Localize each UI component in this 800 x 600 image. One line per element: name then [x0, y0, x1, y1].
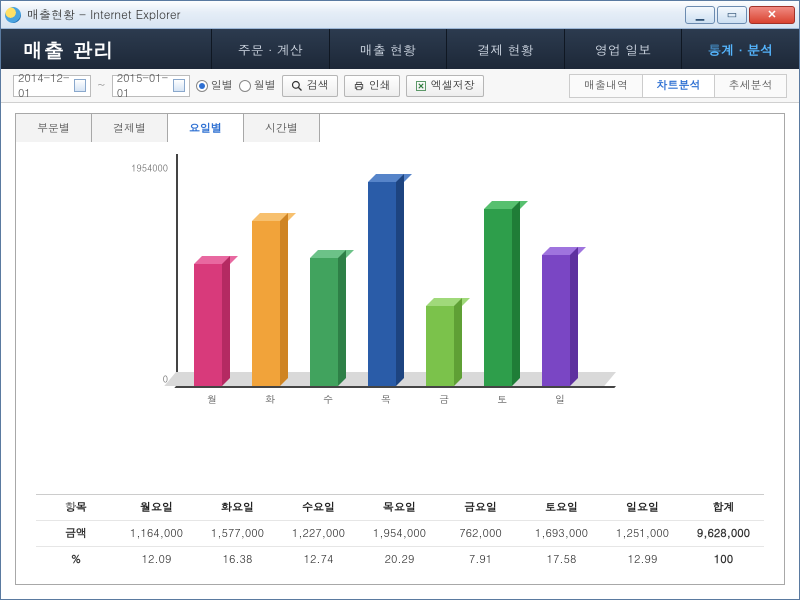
chart-bar [426, 306, 454, 386]
nav-item-stats[interactable]: 통계 · 분석 [681, 29, 799, 69]
x-tick-label: 수 [314, 392, 342, 406]
chart-y-axis-labels: 1954000 0 [118, 154, 168, 386]
window-minimize-button[interactable] [685, 6, 715, 24]
panel-inner: 1954000 0 월 화 수 목 금 토 일 항목 월요일 화요일 수요일 목요일 금요일… [16, 142, 784, 584]
date-to-input[interactable]: 2015-01-01 [112, 75, 190, 97]
ie-icon [5, 7, 21, 23]
weekday-bar-chart: 1954000 0 월화수목금토일 [176, 154, 606, 414]
percent-cell: 16.38 [197, 552, 278, 567]
table-amount-row: 금액 1,164,000 1,577,000 1,227,000 1,954,0… [36, 520, 764, 546]
search-button[interactable]: 검색 [282, 75, 338, 97]
percent-cell: 12.09 [116, 552, 197, 567]
toolbar: 2014-12-01 ~ 2015-01-01 일별 월별 검색 인쇄 엑셀저장 [1, 69, 799, 103]
titlebar: 매출현황 - Internet Explorer [1, 1, 799, 29]
date-from-value: 2014-12-01 [18, 71, 74, 101]
y-tick-label: 1954000 [131, 162, 168, 175]
window-maximize-button[interactable] [717, 6, 747, 24]
nav-item-daily[interactable]: 영업 일보 [564, 29, 682, 69]
col-header: 수요일 [278, 500, 359, 515]
window-title: 매출현황 - Internet Explorer [27, 6, 180, 23]
chart-bar [484, 209, 512, 386]
percent-total-cell: 100 [683, 552, 764, 567]
excel-button-label: 엑셀저장 [431, 78, 475, 93]
radio-daily[interactable]: 일별 [196, 78, 233, 93]
x-tick-label: 금 [430, 392, 458, 406]
radio-monthly[interactable]: 월별 [239, 78, 276, 93]
chart-bar [542, 255, 570, 386]
radio-monthly-label: 월별 [254, 78, 276, 93]
excel-button[interactable]: 엑셀저장 [406, 75, 484, 97]
excel-icon [415, 80, 427, 92]
percent-cell: 17.58 [521, 552, 602, 567]
x-tick-label: 화 [256, 392, 284, 406]
radio-daily-label: 일별 [211, 78, 233, 93]
amount-cell: 1,227,000 [278, 526, 359, 541]
subtab-history[interactable]: 매출내역 [570, 75, 642, 97]
cattab-payment[interactable]: 결제별 [91, 113, 168, 142]
nav-item-payment[interactable]: 결제 현황 [446, 29, 564, 69]
calendar-icon [74, 79, 86, 92]
chart-bar [368, 182, 396, 386]
subtab-trend[interactable]: 추세분석 [714, 75, 786, 97]
subtab-chart[interactable]: 차트분석 [642, 75, 714, 97]
content-panel: 부문별 결제별 요일별 시간별 1954000 0 월 화 수 목 금 토 일 항목 [15, 113, 785, 585]
percent-cell: 7.91 [440, 552, 521, 567]
table-percent-row: % 12.09 16.38 12.74 20.29 7.91 17.58 12.… [36, 546, 764, 572]
app-window: 매출현황 - Internet Explorer 매출 관리 주문 · 계산 매… [0, 0, 800, 600]
x-tick-label: 목 [372, 392, 400, 406]
table-header-row: 항목 월요일 화요일 수요일 목요일 금요일 토요일 일요일 합계 [36, 494, 764, 520]
cattab-hour[interactable]: 시간별 [243, 113, 320, 142]
radio-dot-icon [196, 80, 208, 92]
search-icon [291, 80, 303, 92]
amount-total-cell: 9,628,000 [683, 526, 764, 541]
amount-cell: 1,693,000 [521, 526, 602, 541]
x-tick-label: 토 [488, 392, 516, 406]
main-nav: 매출 관리 주문 · 계산 매출 현황 결제 현황 영업 일보 통계 · 분석 [1, 29, 799, 69]
search-button-label: 검색 [307, 78, 329, 93]
chart-x-axis-labels: 월화수목금토일 [176, 392, 606, 414]
nav-item-order[interactable]: 주문 · 계산 [211, 29, 329, 69]
amount-cell: 1,164,000 [116, 526, 197, 541]
col-header: 화요일 [197, 500, 278, 515]
chart-bar [252, 221, 280, 386]
amount-cell: 1,577,000 [197, 526, 278, 541]
chart-bars [176, 154, 606, 386]
nav-item-sales[interactable]: 매출 현황 [329, 29, 447, 69]
row-label: % [36, 552, 116, 567]
date-to-value: 2015-01-01 [117, 71, 173, 101]
radio-dot-icon [239, 80, 251, 92]
percent-cell: 12.99 [602, 552, 683, 567]
chart-bar [194, 264, 222, 386]
cattab-division[interactable]: 부문별 [15, 113, 92, 142]
x-tick-label: 일 [546, 392, 574, 406]
amount-cell: 1,251,000 [602, 526, 683, 541]
printer-icon [353, 80, 365, 92]
category-tabs: 부문별 결제별 요일별 시간별 [15, 113, 319, 142]
date-separator: ~ [97, 78, 106, 93]
sub-tabs: 매출내역 차트분석 추세분석 [569, 74, 787, 98]
date-from-input[interactable]: 2014-12-01 [13, 75, 91, 97]
col-header: 일요일 [602, 500, 683, 515]
amount-cell: 1,954,000 [359, 526, 440, 541]
amount-cell: 762,000 [440, 526, 521, 541]
cattab-weekday[interactable]: 요일별 [167, 113, 244, 142]
row-label: 항목 [36, 500, 116, 515]
col-header-total: 합계 [683, 500, 764, 515]
chart-bar [310, 258, 338, 386]
percent-cell: 12.74 [278, 552, 359, 567]
col-header: 토요일 [521, 500, 602, 515]
row-label: 금액 [36, 526, 116, 541]
print-button-label: 인쇄 [369, 78, 391, 93]
brand-title: 매출 관리 [1, 29, 211, 69]
calendar-icon [173, 79, 185, 92]
print-button[interactable]: 인쇄 [344, 75, 400, 97]
col-header: 월요일 [116, 500, 197, 515]
col-header: 목요일 [359, 500, 440, 515]
summary-table: 항목 월요일 화요일 수요일 목요일 금요일 토요일 일요일 합계 금액 1,1… [36, 494, 764, 572]
col-header: 금요일 [440, 500, 521, 515]
percent-cell: 20.29 [359, 552, 440, 567]
window-close-button[interactable] [749, 6, 795, 24]
x-tick-label: 월 [198, 392, 226, 406]
